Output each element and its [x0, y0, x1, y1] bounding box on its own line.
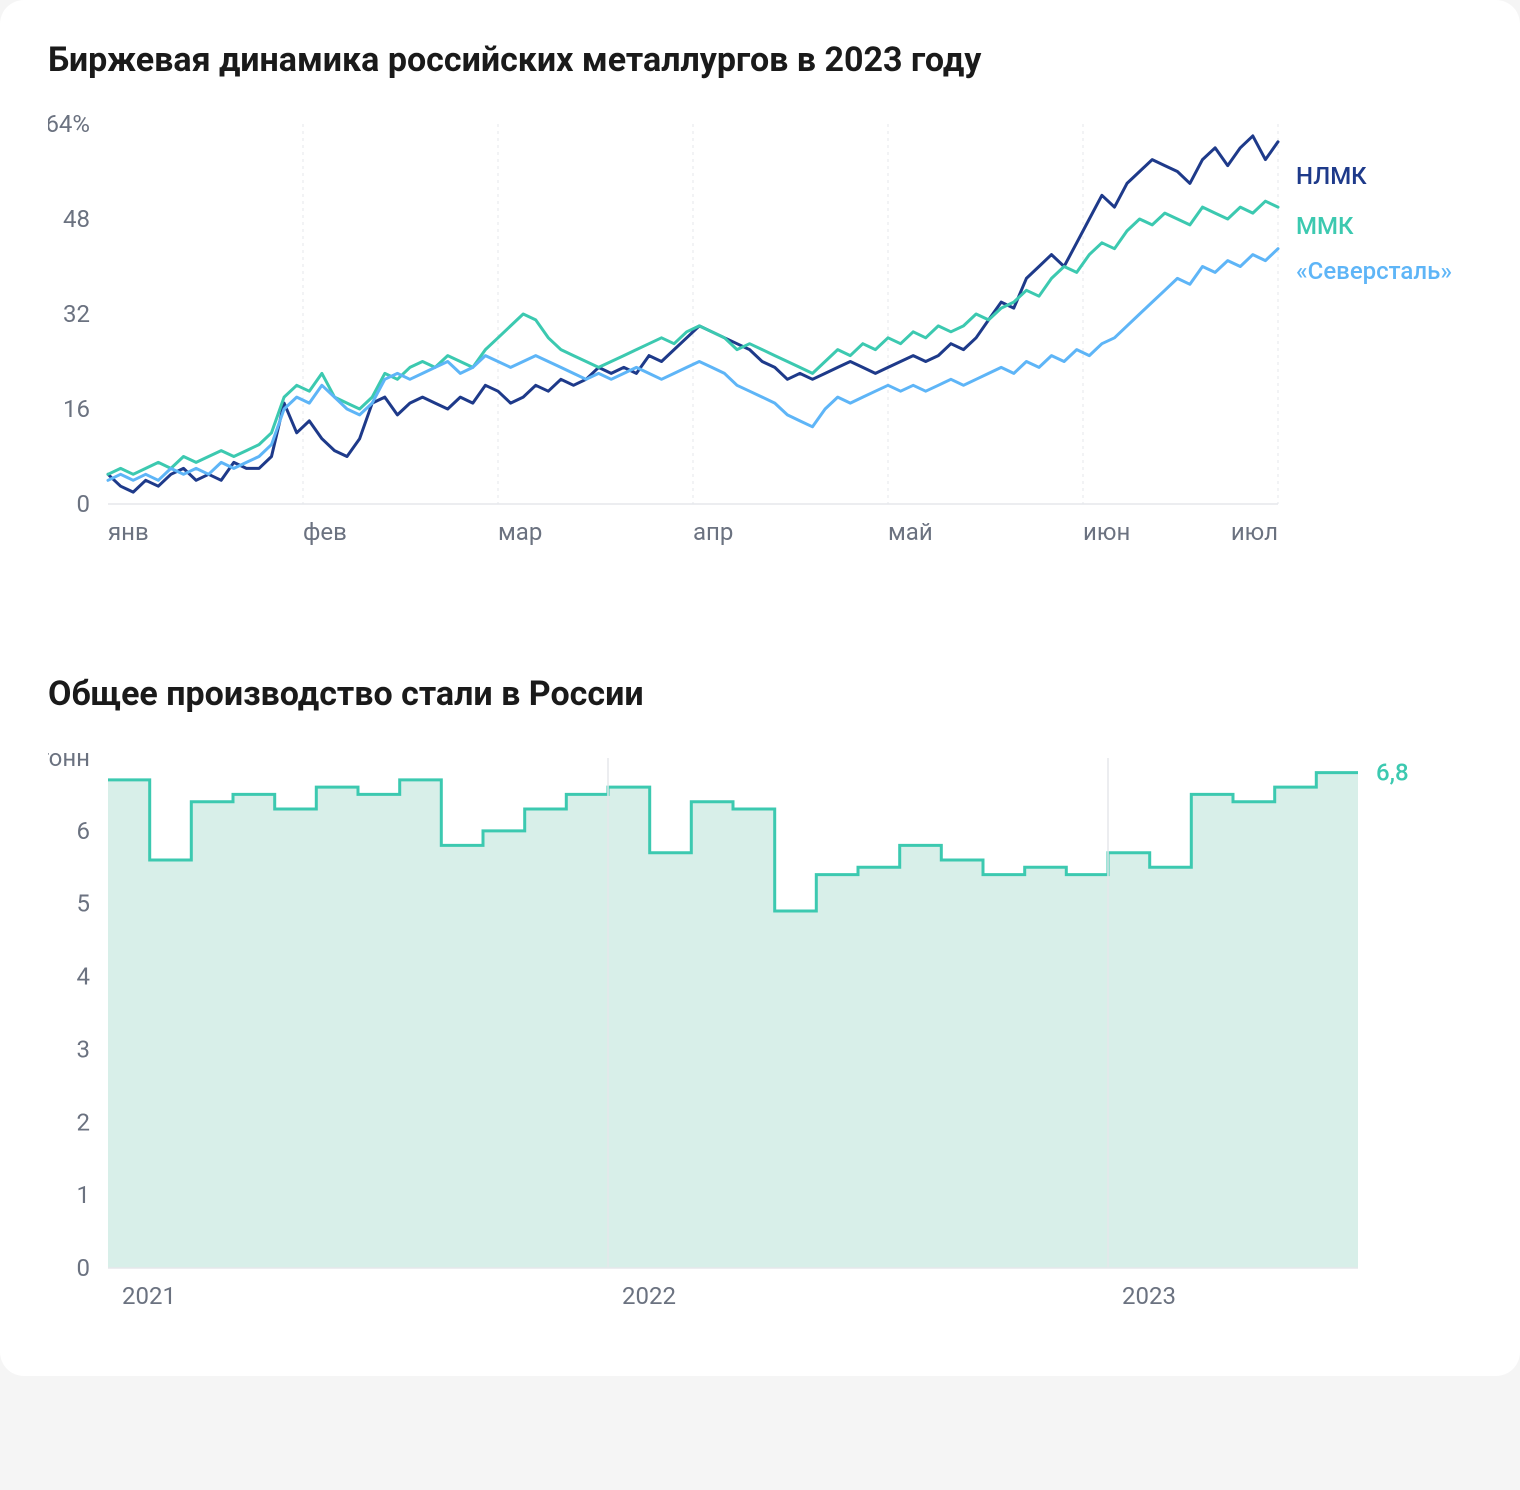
svg-text:июн: июн — [1083, 518, 1130, 546]
svg-text:янв: янв — [108, 518, 149, 546]
svg-text:5: 5 — [77, 890, 91, 918]
section-gap — [48, 584, 1472, 674]
svg-text:3: 3 — [77, 1035, 91, 1063]
svg-text:ММК: ММК — [1296, 212, 1354, 240]
chart2-container: 0 1 2 3 4 5 6 7 млн тонн 2021 2022 2023 6,8 — [48, 738, 1472, 1328]
svg-text:фев: фев — [303, 518, 347, 546]
chart2-svg: 0 1 2 3 4 5 6 7 млн тонн 2021 2022 2023 6,8 — [48, 738, 1468, 1328]
chart1-svg: 0 16 32 48 64% янв фев мар апр май июн июл НЛМК ММК «С… — [48, 104, 1468, 584]
svg-text:май: май — [888, 518, 933, 546]
svg-text:2021: 2021 — [122, 1282, 176, 1310]
chart1-container: 0 16 32 48 64% янв фев мар апр май июн июл НЛМК ММК «С… — [48, 104, 1472, 584]
svg-text:«Северсталь»: «Северсталь» — [1296, 257, 1452, 285]
svg-text:1: 1 — [77, 1181, 91, 1209]
svg-text:июл: июл — [1231, 518, 1278, 546]
svg-text:мар: мар — [498, 518, 542, 546]
svg-text:4: 4 — [77, 963, 91, 991]
svg-text:6: 6 — [77, 817, 91, 845]
svg-text:48: 48 — [63, 205, 90, 233]
charts-card: Биржевая динамика российских металлургов… — [0, 0, 1520, 1376]
svg-text:0: 0 — [77, 1254, 91, 1282]
svg-text:16: 16 — [63, 395, 90, 423]
svg-text:2022: 2022 — [622, 1282, 676, 1310]
svg-text:апр: апр — [693, 518, 733, 546]
svg-text:32: 32 — [63, 300, 90, 328]
svg-text:2: 2 — [77, 1108, 91, 1136]
svg-text:0: 0 — [77, 490, 91, 518]
chart1-title: Биржевая динамика российских металлургов… — [48, 40, 1472, 80]
svg-text:6,8: 6,8 — [1376, 759, 1409, 787]
svg-text:2023: 2023 — [1122, 1282, 1176, 1310]
svg-text:НЛМК: НЛМК — [1296, 162, 1367, 190]
chart2-title: Общее производство стали в России — [48, 674, 1472, 714]
svg-text:64%: 64% — [48, 110, 90, 138]
svg-text:7 млн тонн: 7 млн тонн — [48, 744, 90, 772]
